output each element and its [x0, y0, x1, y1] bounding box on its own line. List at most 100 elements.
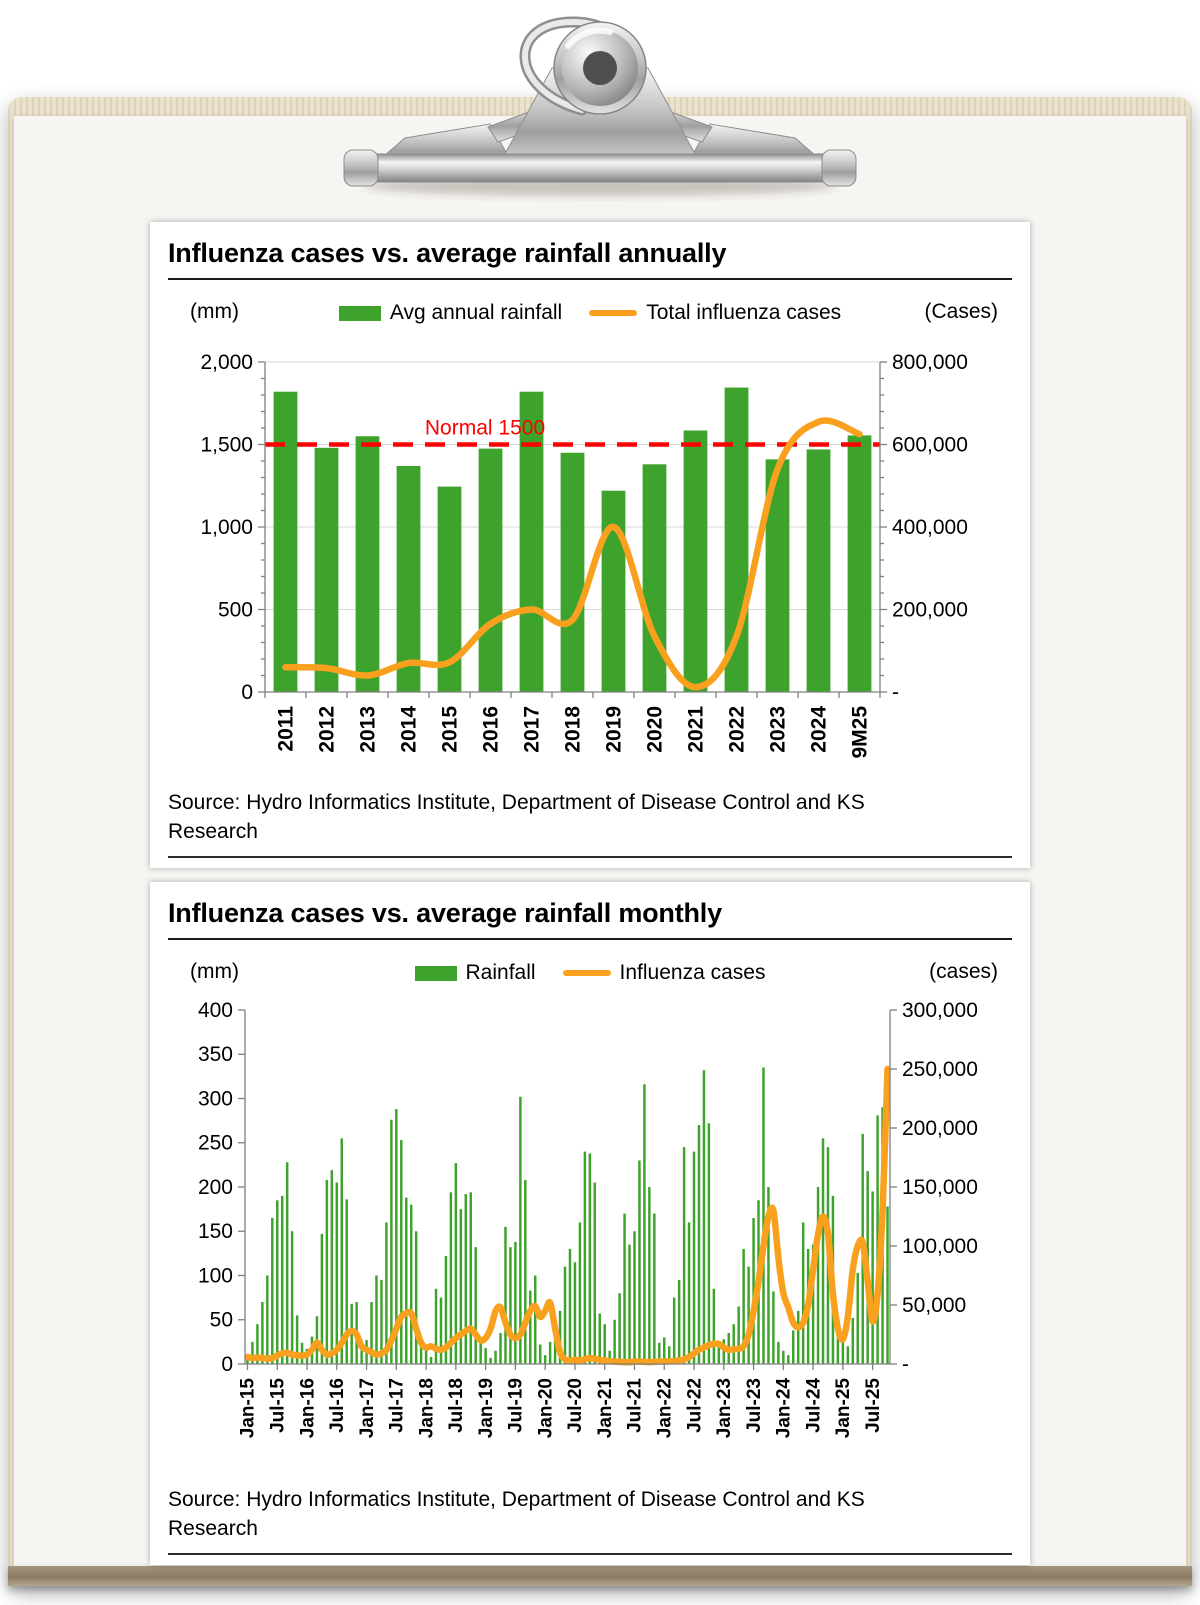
svg-text:150,000: 150,000: [902, 1176, 978, 1199]
svg-text:150: 150: [198, 1220, 233, 1243]
clipboard-clip-icon: [343, 16, 857, 196]
svg-text:Jan-25: Jan-25: [833, 1378, 854, 1439]
influenza-legend-swatch-icon: [562, 970, 611, 976]
rainfall-legend-swatch-icon: [338, 305, 381, 321]
svg-text:0: 0: [221, 1353, 233, 1376]
svg-text:Jul-17: Jul-17: [387, 1378, 408, 1433]
svg-text:400,000: 400,000: [892, 516, 968, 539]
svg-text:2013: 2013: [356, 706, 379, 753]
rainfall-legend-swatch-icon: [414, 965, 457, 981]
monthly-chart-card: Influenza cases vs. average rainfall mon…: [150, 882, 1030, 1565]
svg-text:Jul-20: Jul-20: [565, 1378, 586, 1433]
svg-text:Jul-24: Jul-24: [803, 1378, 824, 1433]
right-axis-ticks: [880, 361, 887, 693]
monthly-left-axis-unit: (mm): [190, 960, 239, 983]
svg-text:Jul-25: Jul-25: [863, 1378, 884, 1433]
svg-text:100,000: 100,000: [902, 1235, 978, 1258]
influenza-line: [244, 1065, 891, 1366]
svg-text:200,000: 200,000: [902, 1117, 978, 1140]
annual-legend-row: (mm) Avg annual rainfall Total influenza…: [168, 298, 1012, 328]
left-axis-ticks: [238, 1009, 245, 1365]
svg-text:Jan-16: Jan-16: [297, 1378, 318, 1438]
svg-text:800,000: 800,000: [892, 351, 968, 374]
svg-text:200,000: 200,000: [892, 598, 968, 621]
svg-text:2017: 2017: [520, 706, 543, 753]
svg-text:100: 100: [198, 1264, 233, 1287]
monthly-chart-plot: 0 50 100 150 200 250 300 350 400 - 50,000 100,000 15…: [198, 999, 978, 1439]
svg-text:2024: 2024: [807, 706, 830, 753]
svg-text:Jul-16: Jul-16: [327, 1378, 348, 1433]
svg-text:9M25: 9M25: [848, 706, 871, 759]
normal-rainfall-label: Normal 1500: [425, 417, 545, 440]
svg-text:2018: 2018: [561, 706, 584, 753]
svg-text:2022: 2022: [725, 706, 748, 753]
svg-text:2016: 2016: [479, 706, 502, 753]
svg-text:-: -: [902, 1353, 909, 1376]
annual-chart-card: Influenza cases vs. average rainfall ann…: [150, 222, 1030, 868]
svg-text:2011: 2011: [274, 706, 297, 752]
influenza-legend-swatch-icon: [589, 310, 638, 316]
annual-right-axis-unit: (Cases): [924, 300, 998, 323]
svg-text:300,000: 300,000: [902, 999, 978, 1022]
monthly-chart-title: Influenza cases vs. average rainfall mon…: [168, 898, 722, 928]
title-rule: [168, 938, 1012, 940]
right-axis-ticks: [890, 1009, 897, 1365]
svg-text:Jan-20: Jan-20: [535, 1378, 556, 1438]
svg-text:Jul-23: Jul-23: [744, 1378, 765, 1433]
svg-text:2015: 2015: [438, 706, 461, 753]
annual-footer: Source: Hydro Informatics Institute, Dep…: [168, 789, 1012, 858]
right-axis-labels: - 200,000 400,000 600,000 800,000: [892, 351, 968, 704]
svg-text:400: 400: [198, 999, 233, 1022]
svg-text:Jan-24: Jan-24: [774, 1378, 795, 1439]
annual-legend: Avg annual rainfall Total influenza case…: [338, 301, 841, 325]
svg-text:Jul-19: Jul-19: [506, 1378, 527, 1433]
influenza-line: [282, 417, 863, 691]
svg-text:Jan-17: Jan-17: [357, 1378, 378, 1438]
svg-text:250,000: 250,000: [902, 1058, 978, 1081]
svg-text:Jul-21: Jul-21: [625, 1378, 646, 1433]
x-axis-labels: 2011 2012 2013 2014 2015 2016 2017 2018 2019 2020…: [274, 706, 871, 759]
monthly-right-axis-unit: (cases): [929, 960, 998, 983]
svg-text:-: -: [892, 681, 899, 704]
svg-text:Jul-15: Jul-15: [268, 1378, 289, 1433]
card-bottom-rule: [168, 856, 1012, 858]
svg-text:250: 250: [198, 1132, 233, 1155]
svg-text:600,000: 600,000: [892, 433, 968, 456]
left-axis-labels: 0 50 100 150 200 250 300 350 400: [198, 999, 233, 1376]
svg-text:Jan-21: Jan-21: [595, 1378, 616, 1439]
left-axis-ticks: [258, 361, 265, 693]
monthly-legend-row: (mm) Rainfall Influenza cases (cases): [168, 958, 1012, 988]
rainfall-legend-label: Rainfall: [465, 961, 536, 984]
x-axis-ticks: [264, 692, 881, 698]
influenza-legend-label: Influenza cases: [619, 961, 766, 984]
svg-text:Jan-19: Jan-19: [476, 1378, 497, 1438]
rainfall-legend-label: Avg annual rainfall: [389, 301, 563, 324]
svg-text:350: 350: [198, 1043, 233, 1066]
svg-text:2020: 2020: [643, 706, 666, 753]
annual-chart-plot: Normal 1500 0 500 1,000 1,500 2,000 - 200,000 40…: [200, 351, 968, 759]
svg-text:Jul-18: Jul-18: [446, 1378, 467, 1433]
svg-text:200: 200: [198, 1176, 233, 1199]
svg-text:300: 300: [198, 1087, 233, 1110]
svg-text:Jul-22: Jul-22: [684, 1378, 705, 1433]
svg-text:Jan-15: Jan-15: [238, 1378, 259, 1439]
annual-chart-title: Influenza cases vs. average rainfall ann…: [168, 238, 727, 268]
svg-text:1,500: 1,500: [200, 433, 253, 456]
right-axis-labels: - 50,000 100,000 150,000 200,000 250,000 300,0…: [902, 999, 978, 1376]
card-bottom-rule: [168, 1553, 1012, 1555]
x-axis-ticks: [246, 1364, 874, 1370]
svg-text:Jan-22: Jan-22: [655, 1378, 676, 1438]
svg-text:2019: 2019: [602, 706, 625, 753]
left-axis-labels: 0 500 1,000 1,500 2,000: [200, 351, 253, 704]
title-rule: [168, 278, 1012, 280]
monthly-source-text: Source: Hydro Informatics Institute, Dep…: [168, 1488, 865, 1540]
svg-text:Jan-23: Jan-23: [714, 1378, 735, 1438]
svg-text:1,000: 1,000: [200, 516, 253, 539]
rainfall-bars: [273, 387, 872, 692]
svg-text:500: 500: [218, 598, 253, 621]
svg-text:2012: 2012: [315, 706, 338, 753]
annual-left-axis-unit: (mm): [190, 300, 239, 323]
svg-text:2021: 2021: [684, 706, 707, 753]
annual-source-text: Source: Hydro Informatics Institute, Dep…: [168, 791, 865, 843]
monthly-legend: Rainfall Influenza cases: [414, 961, 766, 985]
